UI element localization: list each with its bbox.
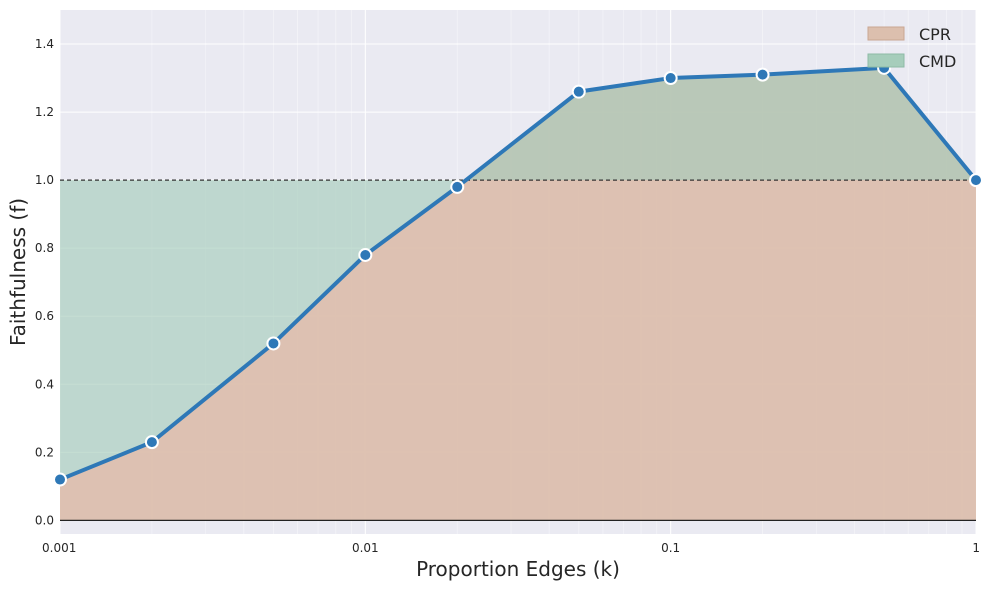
y-tick-label: 1.4 [35, 37, 54, 51]
y-tick-label: 0.2 [35, 445, 54, 459]
y-tick-label: 0.0 [35, 513, 54, 527]
series-line-group [59, 65, 978, 482]
x-tick-label: 0.1 [661, 541, 680, 555]
reference-lines [60, 179, 976, 521]
legend: CPR CMD [867, 25, 956, 71]
data-point [144, 435, 159, 450]
y-tick-label: 0.8 [35, 241, 54, 255]
area-cpr [60, 67, 976, 521]
legend-label-cpr: CPR [919, 25, 951, 44]
y-tick-label: 0.4 [35, 377, 54, 391]
data-point [571, 84, 586, 99]
data-point [663, 71, 678, 86]
x-axis-title: Proportion Edges (k) [416, 557, 620, 581]
data-point [358, 247, 373, 262]
y-tick-labels: 0.0 0.2 0.4 0.6 0.8 1.0 1.2 1.4 [35, 37, 54, 527]
y-axis-title: Faithfulness (f) [6, 198, 30, 346]
filled-areas [60, 67, 976, 521]
series-line [59, 65, 978, 482]
x-tick-labels: 0.001 0.01 0.1 1 [42, 541, 980, 555]
legend-swatch-cmd [867, 53, 905, 68]
x-tick-label: 1 [972, 541, 980, 555]
data-point [266, 336, 281, 351]
y-tick-label: 1.2 [35, 105, 54, 119]
y-tick-label: 0.6 [35, 309, 54, 323]
legend-swatch-cpr [867, 26, 905, 41]
data-point [969, 173, 983, 188]
y-tick-label: 1.0 [35, 173, 54, 187]
x-tick-label: 0.001 [42, 541, 76, 555]
x-tick-label: 0.01 [352, 541, 379, 555]
area-cmd [60, 67, 976, 480]
legend-label-cmd: CMD [919, 52, 956, 71]
data-point [53, 472, 67, 487]
data-point [450, 179, 465, 194]
data-point [755, 67, 770, 82]
